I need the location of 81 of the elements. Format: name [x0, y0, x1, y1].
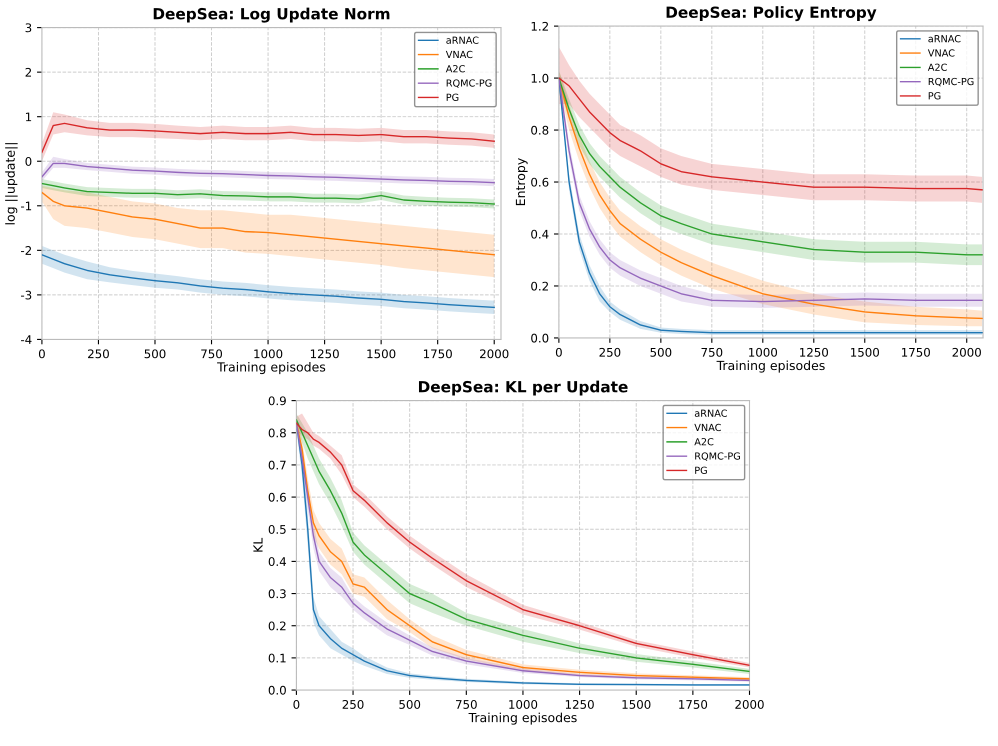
x-tick-label: 1750	[424, 349, 452, 358]
y-tick-label: 0.7	[268, 460, 286, 470]
legend-label: A2C	[446, 65, 465, 72]
line-series	[42, 122, 495, 154]
legend-label: aRNAC	[694, 410, 727, 417]
chart-title: DeepSea: Log Update Norm	[154, 8, 390, 23]
y-tick-label: 3	[26, 23, 32, 32]
x-tick-label: 2000	[735, 700, 764, 709]
x-tick-label: 1250	[310, 349, 339, 358]
x-tick-label: 1250	[566, 700, 594, 709]
x-tick-label: 2000	[952, 348, 981, 357]
x-tick-label: 500	[399, 700, 420, 709]
x-tick-label: 0	[293, 700, 300, 709]
y-tick-label: 1	[26, 112, 32, 122]
y-axis-title: Entropy	[516, 158, 528, 206]
line-series	[42, 162, 495, 184]
y-tick-label: 0.8	[531, 126, 548, 135]
y-tick-label: 0.8	[268, 428, 286, 438]
x-tick-label: 1500	[622, 700, 650, 709]
x-tick-label: 1500	[851, 348, 879, 357]
x-axis-title: Training episodes	[217, 362, 326, 374]
y-tick-label: 0.2	[531, 282, 548, 291]
y-tick-label: 0.3	[268, 589, 286, 598]
x-axis-title: Training episodes	[468, 712, 577, 725]
line-series	[558, 77, 983, 191]
x-axis-title: Training episodes	[716, 360, 825, 373]
y-tick-label: -1	[21, 202, 32, 210]
legend-label: PG	[695, 466, 707, 474]
y-axis-title: log ||update||	[5, 143, 18, 224]
chart-title: DeepSea: KL per Update	[418, 380, 628, 396]
y-tick-label: 0.5	[268, 524, 286, 534]
x-tick-label: 1000	[254, 349, 282, 358]
x-tick-label: 750	[456, 700, 477, 709]
x-tick-label: 750	[702, 348, 722, 357]
y-tick-label: 2	[26, 68, 32, 77]
legend-label: A2C	[694, 438, 714, 446]
y-tick-label: 0.2	[268, 621, 286, 630]
x-tick-label: 1750	[902, 348, 930, 357]
line-series	[42, 254, 495, 308]
x-tick-label: 750	[201, 349, 222, 358]
x-tick-label: 2000	[480, 349, 508, 358]
x-tick-label: 250	[342, 700, 364, 709]
x-tick-label: 250	[599, 348, 620, 357]
y-tick-label: -4	[21, 335, 32, 344]
y-tick-label: 1.0	[532, 74, 548, 83]
legend-label: RQMC-PG	[928, 78, 974, 86]
x-tick-label: 500	[144, 349, 166, 358]
x-tick-label: 500	[650, 348, 672, 357]
x-tick-label: 250	[88, 349, 109, 358]
x-tick-label: 0	[38, 349, 45, 358]
legend-label: A2C	[928, 64, 947, 71]
legend-label: RQMC-PG	[446, 79, 492, 88]
y-tick-label: 0.6	[268, 492, 286, 502]
legend-label: PG	[928, 92, 940, 100]
x-tick-label: 1250	[800, 348, 828, 357]
y-tick-label: -2	[21, 246, 32, 255]
x-tick-label: 1750	[679, 700, 708, 709]
legend-label: VNAC	[694, 424, 721, 432]
x-tick-label: 1000	[749, 348, 778, 357]
y-tick-label: -3	[21, 290, 32, 300]
legend-label: VNAC	[446, 50, 472, 58]
y-tick-label: 1.2	[532, 22, 548, 31]
y-tick-label: 0.0	[268, 686, 286, 695]
legend-label: aRNAC	[446, 36, 478, 44]
y-axis-title: KL	[253, 538, 263, 552]
x-tick-label: 1500	[367, 349, 396, 358]
legend-label: aRNAC	[928, 35, 961, 42]
line-series	[42, 192, 495, 256]
legend-label: VNAC	[928, 49, 954, 57]
y-tick-label: 0.4	[268, 557, 286, 566]
chart-title: DeepSea: Policy Entropy	[666, 6, 876, 22]
y-tick-label: 0.1	[268, 654, 286, 663]
legend-label: RQMC-PG	[695, 452, 740, 461]
y-tick-label: 0.4	[531, 230, 548, 239]
y-tick-label: 0.6	[531, 178, 548, 187]
y-tick-label: 0.9	[268, 396, 286, 406]
y-tick-label: 0.0	[531, 334, 548, 343]
x-tick-label: 1000	[509, 700, 538, 709]
y-tick-label: 0	[25, 156, 32, 166]
legend-label: PG	[446, 94, 458, 101]
x-tick-label: 0	[556, 348, 562, 357]
